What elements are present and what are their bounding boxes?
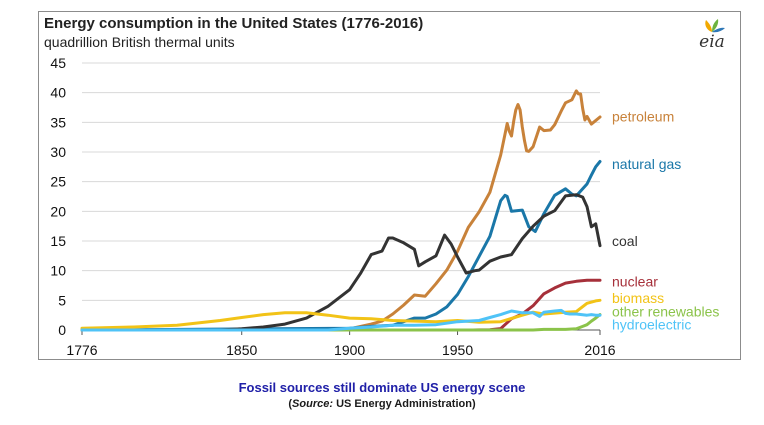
y-tick-label-0: 0 [58,322,66,338]
y-tick-label-40: 40 [50,85,66,101]
eia-leaf-icon [705,19,725,33]
series-label-natural-gas: natural gas [612,156,681,172]
y-tick-label-25: 25 [50,174,66,190]
y-tick-label-35: 35 [50,114,66,130]
eia-logo-text: eia [699,32,725,52]
series-line-nuclear [80,278,602,332]
series-line-coal [80,193,602,332]
series-label-coal: coal [612,233,638,249]
y-tick-label-5: 5 [58,292,66,308]
figure-caption: Fossil sources still dominate US energy … [238,380,526,395]
series-label-other-renewables: other renewables [612,304,719,320]
chart-subtitle: quadrillion British thermal units [44,34,235,50]
source-open-paren: ( [288,398,293,410]
series-line-other-renewables [80,313,602,332]
series-line-petroleum [80,89,602,332]
y-tick-label-10: 10 [50,263,66,279]
series-line-natural-gas [80,160,602,332]
y-tick-label-20: 20 [50,203,66,219]
x-tick-label-1776: 1776 [66,342,97,358]
x-tick-label-1950: 1950 [442,342,473,358]
chart-title: Energy consumption in the United States … [44,15,424,32]
chart-frame: Energy consumption in the United States … [38,11,741,360]
source-label: Source: [292,398,334,410]
x-tick-label-1850: 1850 [226,342,257,358]
y-tick-label-15: 15 [50,233,66,249]
series-label-hydroelectric: hydroelectric [612,317,691,333]
series-label-nuclear: nuclear [612,273,658,289]
y-tick-label-30: 30 [50,144,66,160]
x-tick-label-2016: 2016 [584,342,615,358]
series-line-hydroelectric [80,308,602,332]
series-label-biomass: biomass [612,290,664,306]
y-tick-label-45: 45 [50,55,66,71]
figure-source: (Source: US Energy Administration) [0,398,764,410]
eia-logo: eia [694,18,730,52]
source-text: US Energy Administration) [333,398,476,410]
series-label-petroleum: petroleum [612,108,674,124]
x-tick-label-1900: 1900 [334,342,365,358]
